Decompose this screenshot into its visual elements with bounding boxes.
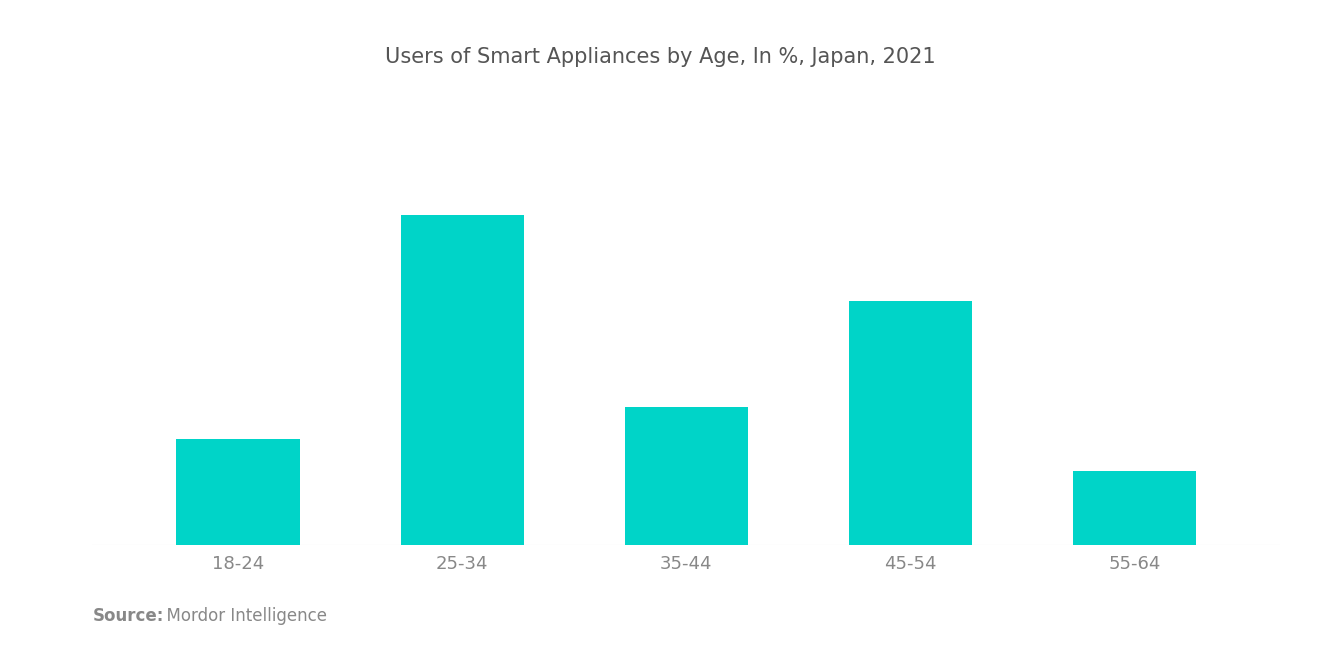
- Bar: [1073, 471, 1196, 545]
- Bar: [849, 301, 973, 545]
- Bar: [400, 215, 524, 545]
- Text: Source:: Source:: [92, 607, 164, 625]
- Text: Mordor Intelligence: Mordor Intelligence: [156, 607, 327, 625]
- Text: Users of Smart Appliances by Age, In %, Japan, 2021: Users of Smart Appliances by Age, In %, …: [384, 47, 936, 66]
- Bar: [177, 439, 300, 545]
- Bar: [624, 407, 748, 545]
